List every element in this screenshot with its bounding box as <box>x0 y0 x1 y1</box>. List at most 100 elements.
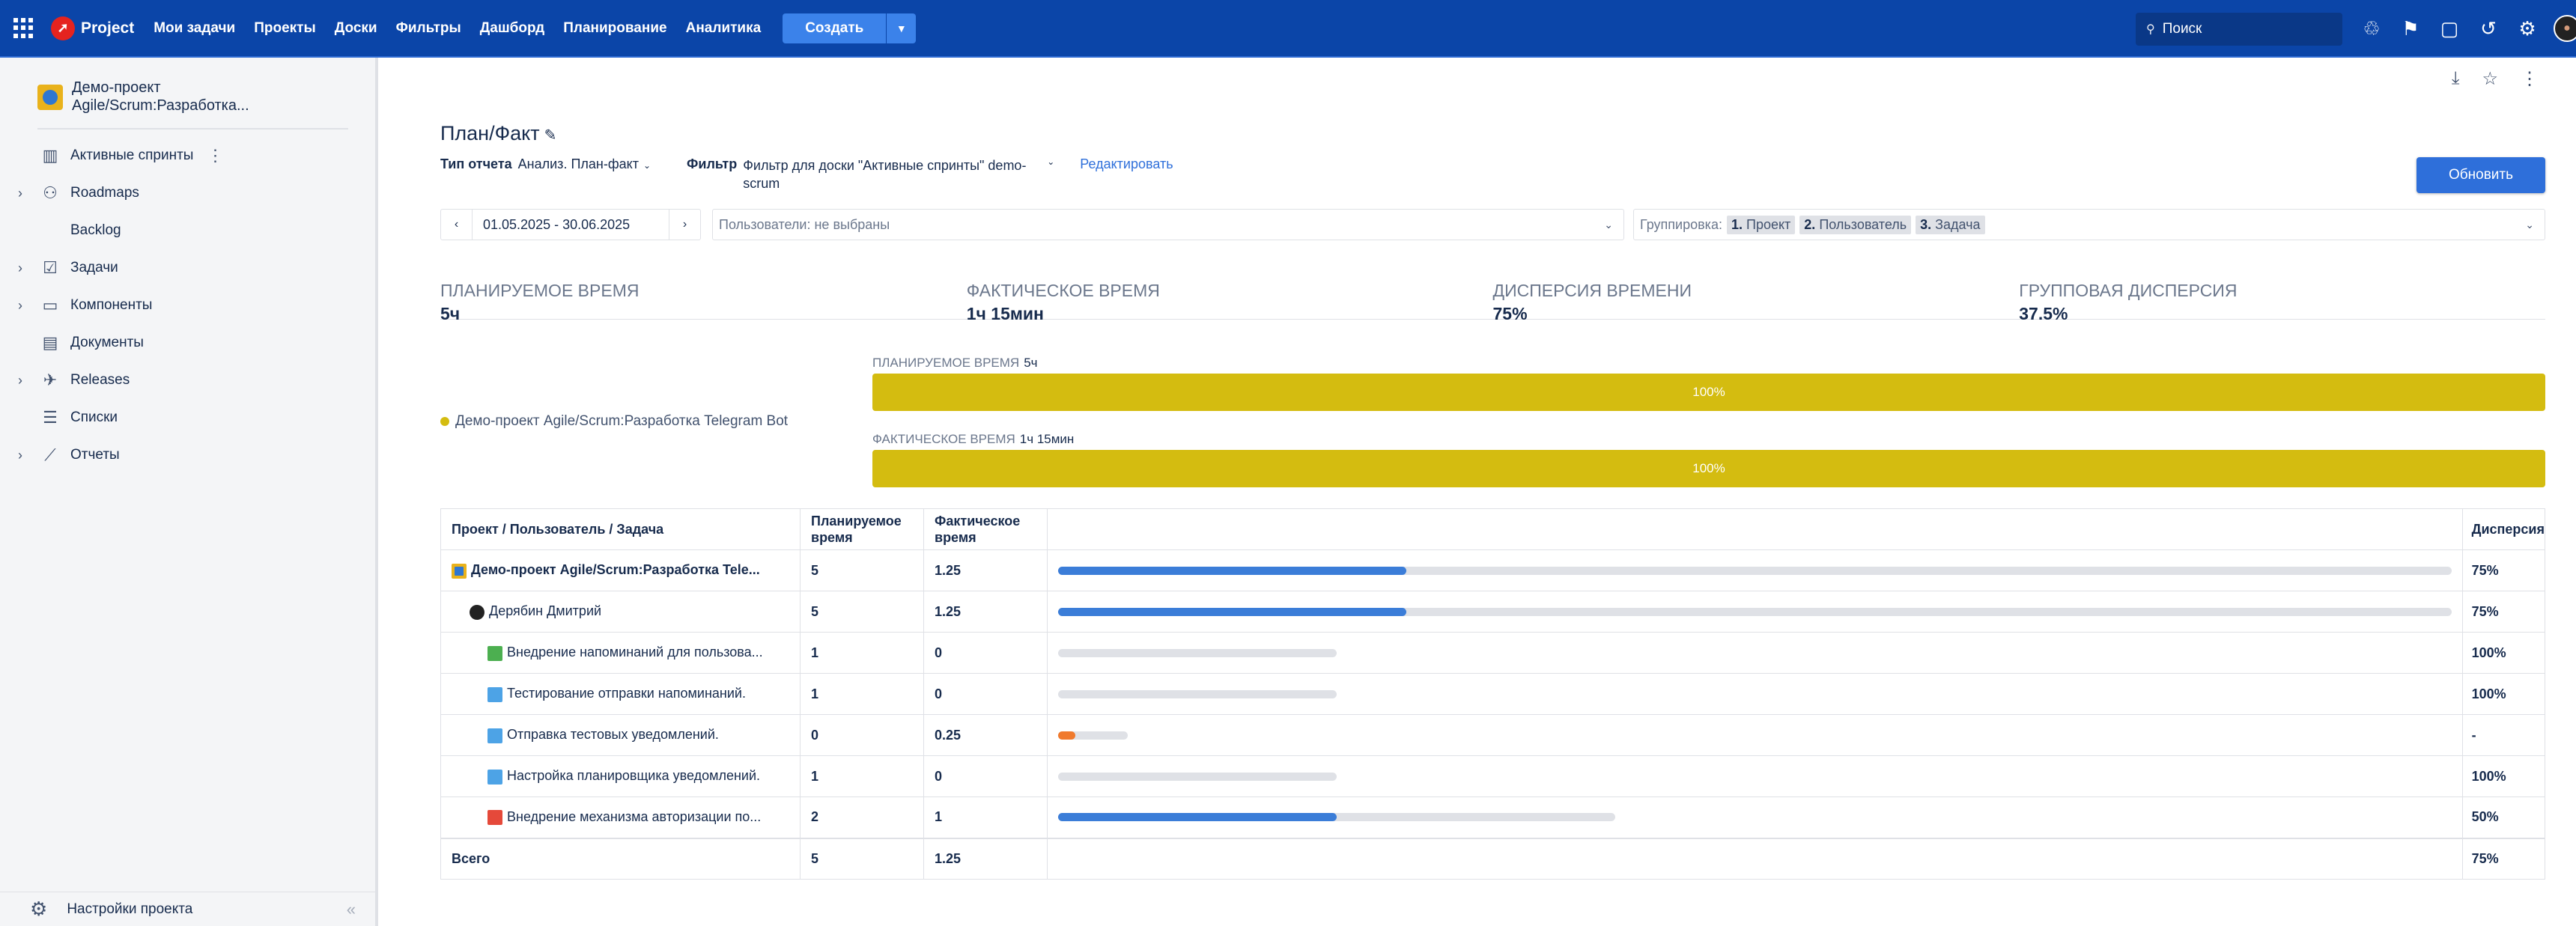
grouping-chip-project[interactable]: 1. Проект <box>1726 215 1796 234</box>
filter-select[interactable]: Фильтр для доски "Активные спринты" demo… <box>743 156 1042 192</box>
more-options-icon[interactable]: ⋮ <box>2521 69 2539 89</box>
nav-dashboard[interactable]: Дашборд <box>479 19 545 36</box>
total-planned: 5 <box>800 837 924 880</box>
sidebar-item-label: Отчеты <box>70 447 120 463</box>
create-group: Создать ▼ <box>783 13 917 43</box>
user-avatar <box>470 604 484 620</box>
project-icon <box>37 85 63 110</box>
total-dispersion: 75% <box>2461 837 2546 880</box>
row-name-cell[interactable]: Настройка планировщика уведомлений. <box>440 755 801 797</box>
table-row[interactable]: Отправка тестовых уведомлений. 0 0.25 - <box>440 714 2546 756</box>
app-switcher-icon[interactable] <box>13 17 34 39</box>
refresh-button[interactable]: Обновить <box>2416 157 2545 193</box>
row-name: Дерябин Дмитрий <box>489 603 602 619</box>
project-settings-link[interactable]: ⚙ Настройки проекта « <box>0 892 375 926</box>
sidebar-item-tasks[interactable]: › ☑ Задачи <box>0 249 375 287</box>
row-name-cell[interactable]: Внедрение механизма авторизации по... <box>440 796 801 838</box>
chevron-right-icon[interactable]: › <box>18 372 22 388</box>
sidebar-item-documents[interactable]: ▤ Документы <box>0 324 375 362</box>
row-name-cell[interactable]: Внедрение напоминаний для пользова... <box>440 632 801 674</box>
sidebar-item-lists[interactable]: ☰ Списки <box>0 399 375 436</box>
row-name: Внедрение механизма авторизации по... <box>507 809 762 825</box>
chevron-right-icon[interactable]: › <box>18 297 22 313</box>
chevron-down-icon[interactable]: ⌄ <box>1047 156 1055 167</box>
star-icon[interactable]: ☆ <box>2482 69 2498 89</box>
edit-filter-link[interactable]: Редактировать <box>1080 156 1173 171</box>
date-range-value[interactable]: 01.05.2025 - 30.06.2025 <box>483 216 631 232</box>
sidebar-item-backlog[interactable]: Backlog <box>0 212 375 249</box>
filter-value: Фильтр для доски "Активные спринты" demo… <box>743 158 1027 191</box>
row-actual: 0 <box>923 632 1048 674</box>
grouping-chip-task[interactable]: 3. Задача <box>1916 215 1985 234</box>
nav-my-tasks[interactable]: Мои задачи <box>154 19 236 36</box>
nav-boards[interactable]: Доски <box>334 19 377 36</box>
chevron-left-icon[interactable]: ‹ <box>441 210 473 240</box>
header-actual[interactable]: Фактическое время <box>923 508 1048 550</box>
grouping-select[interactable]: Группировка: 1. Проект 2. Пользователь 3… <box>1633 209 2545 240</box>
collapse-sidebar-icon[interactable]: « <box>346 899 356 919</box>
history-icon[interactable]: ↺ <box>2480 16 2497 40</box>
table-row[interactable]: Демо-проект Agile/Scrum:Разработка Tele.… <box>440 549 2546 591</box>
search-input[interactable]: ⚲ Поиск <box>2136 13 2342 46</box>
nav-analytics[interactable]: Аналитика <box>685 19 762 36</box>
planned-label-value: 5ч <box>1024 356 1038 370</box>
search-placeholder: Поиск <box>2162 21 2202 37</box>
row-dispersion: 100% <box>2461 632 2546 674</box>
chevron-right-icon[interactable]: › <box>18 260 22 275</box>
table-row[interactable]: Тестирование отправки напоминаний. 1 0 100% <box>440 673 2546 715</box>
notes-icon[interactable]: ▢ <box>2440 16 2459 40</box>
row-name-cell[interactable]: Тестирование отправки напоминаний. <box>440 673 801 715</box>
grouping-chip-user[interactable]: 2. Пользователь <box>1799 215 1912 234</box>
row-name-cell[interactable]: Демо-проект Agile/Scrum:Разработка Tele.… <box>440 549 801 591</box>
row-name-cell[interactable]: Дерябин Дмитрий <box>440 591 801 633</box>
sidebar-item-releases[interactable]: › ✈ Releases <box>0 362 375 399</box>
chevron-right-icon[interactable]: › <box>669 210 700 240</box>
sidebar-item-components[interactable]: › ▭ Компоненты <box>0 287 375 324</box>
users-select[interactable]: Пользователи: не выбраны ⌄ <box>712 209 1624 240</box>
header-planned[interactable]: Планируемое время <box>800 508 924 550</box>
nav-filters[interactable]: Фильтры <box>395 19 461 36</box>
megaphone-icon[interactable]: ⚑ <box>2402 16 2419 40</box>
project-header[interactable]: Демо-проект Agile/Scrum:Разработка... <box>0 58 375 122</box>
stat-label: Планируемое время <box>440 281 640 300</box>
table-row[interactable]: Внедрение напоминаний для пользова... 1 0 1… <box>440 632 2546 674</box>
nav-planning[interactable]: Планирование <box>563 19 667 36</box>
header-name[interactable]: Проект / Пользователь / Задача <box>440 508 801 550</box>
row-planned: 2 <box>800 796 924 838</box>
row-name-cell[interactable]: Отправка тестовых уведомлений. <box>440 714 801 756</box>
create-button[interactable]: Создать <box>783 13 887 43</box>
page-actions: ⤓ ☆ ⋮ <box>2452 68 2539 90</box>
table-row[interactable]: Внедрение механизма авторизации по... 2 1 5… <box>440 796 2546 838</box>
row-actual: 0 <box>923 755 1048 797</box>
report-type-select[interactable]: Анализ. План-факт ⌄ <box>518 156 651 172</box>
pencil-icon[interactable]: ✎ <box>544 127 557 144</box>
chevron-right-icon[interactable]: › <box>18 447 22 463</box>
create-dropdown-button[interactable]: ▼ <box>886 13 917 43</box>
sidebar-item-reports[interactable]: › ⟋ Отчеты <box>0 436 375 474</box>
story-icon <box>487 645 502 661</box>
gear-icon[interactable]: ⚙ <box>2518 16 2536 40</box>
more-options-icon[interactable]: ⋮ <box>207 146 224 165</box>
progress-fill <box>1058 607 1407 616</box>
row-planned: 5 <box>800 549 924 591</box>
stat-value: 75% <box>1492 304 1528 323</box>
notifications-icon[interactable]: ♲ <box>2363 16 2381 40</box>
download-icon[interactable]: ⤓ <box>2451 68 2460 88</box>
nav-projects[interactable]: Проекты <box>254 19 316 36</box>
row-progress-cell <box>1047 673 2463 715</box>
sidebar-item-active-sprints[interactable]: ▥ Активные спринты ⋮ <box>0 137 375 174</box>
header-dispersion[interactable]: Дисперсия <box>2461 508 2546 550</box>
table-row[interactable]: Дерябин Дмитрий 5 1.25 75% <box>440 591 2546 633</box>
filter-label: Фильтр <box>687 156 738 171</box>
brand-logo[interactable]: ➚ Project <box>51 16 134 40</box>
row-planned: 5 <box>800 591 924 633</box>
row-dispersion: 75% <box>2461 549 2546 591</box>
sidebar-item-roadmaps[interactable]: › ⚇ Roadmaps <box>0 174 375 212</box>
chip-number: 3. <box>1920 216 1932 232</box>
user-avatar[interactable]: ● <box>2554 15 2576 42</box>
project-name: Демо-проект Agile/Scrum:Разработка... <box>72 79 249 114</box>
table-row[interactable]: Настройка планировщика уведомлений. 1 0 100… <box>440 755 2546 797</box>
row-planned: 1 <box>800 673 924 715</box>
chevron-right-icon[interactable]: › <box>18 185 22 201</box>
progress-track <box>1058 566 2452 575</box>
